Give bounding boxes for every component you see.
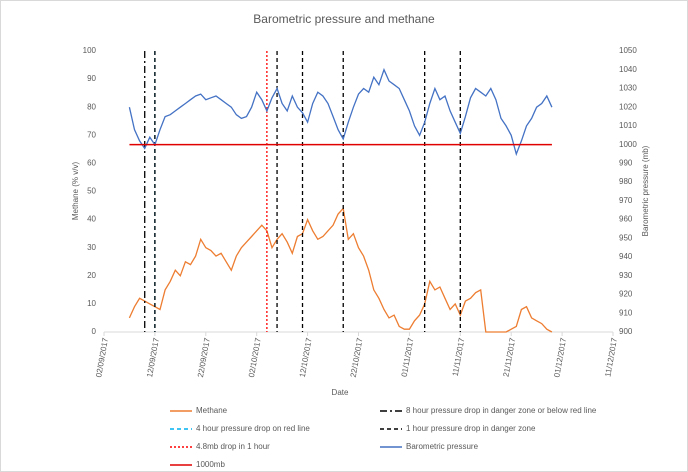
y-tick-label: 60: [87, 159, 96, 168]
chart-title: Barometric pressure and methane: [253, 12, 435, 26]
y2-tick-label: 1040: [619, 65, 637, 74]
y-tick-label: 70: [87, 130, 96, 139]
legend-label: 4.8mb drop in 1 hour: [196, 442, 270, 451]
legend-label: 8 hour pressure drop in danger zone or b…: [406, 406, 597, 415]
legend-label: 4 hour pressure drop on red line: [196, 424, 310, 433]
y2-tick-label: 950: [619, 233, 633, 242]
y2-tick-label: 910: [619, 308, 633, 317]
legend-label: Barometric pressure: [406, 442, 479, 451]
y2-tick-label: 1030: [619, 84, 637, 93]
data-line: [128, 67, 553, 157]
y-tick-label: 50: [87, 187, 96, 196]
legend-label: 1 hour pressure drop in danger zone: [406, 424, 536, 433]
y2-tick-label: 1020: [619, 102, 637, 111]
y2-tick-label: 1050: [619, 46, 637, 55]
y2-tick-label: 930: [619, 271, 633, 280]
y-tick-label: 90: [87, 74, 96, 83]
y-tick-label: 10: [87, 299, 96, 308]
legend-label: 1000mb: [196, 460, 225, 469]
y2-tick-label: 940: [619, 252, 633, 261]
y2-axis-title: Barometric pressure (mb): [641, 145, 650, 236]
y-axis-title: Methane (% v/v): [71, 162, 80, 221]
y-tick-label: 40: [87, 215, 96, 224]
data-line: [128, 206, 553, 333]
y2-tick-label: 980: [619, 177, 633, 186]
y2-tick-label: 960: [619, 215, 633, 224]
y2-tick-label: 920: [619, 290, 633, 299]
y2-tick-label: 900: [619, 327, 633, 336]
y2-tick-label: 1000: [619, 140, 637, 149]
y2-tick-label: 990: [619, 159, 633, 168]
y-tick-label: 30: [87, 243, 96, 252]
y-tick-label: 100: [83, 46, 97, 55]
x-axis-title: Date: [332, 388, 349, 397]
y-tick-label: 20: [87, 271, 96, 280]
y2-tick-label: 1010: [619, 121, 637, 130]
y-tick-label: 0: [92, 327, 97, 336]
legend-label: Methane: [196, 406, 228, 415]
y2-tick-label: 970: [619, 196, 633, 205]
y-tick-label: 80: [87, 102, 96, 111]
